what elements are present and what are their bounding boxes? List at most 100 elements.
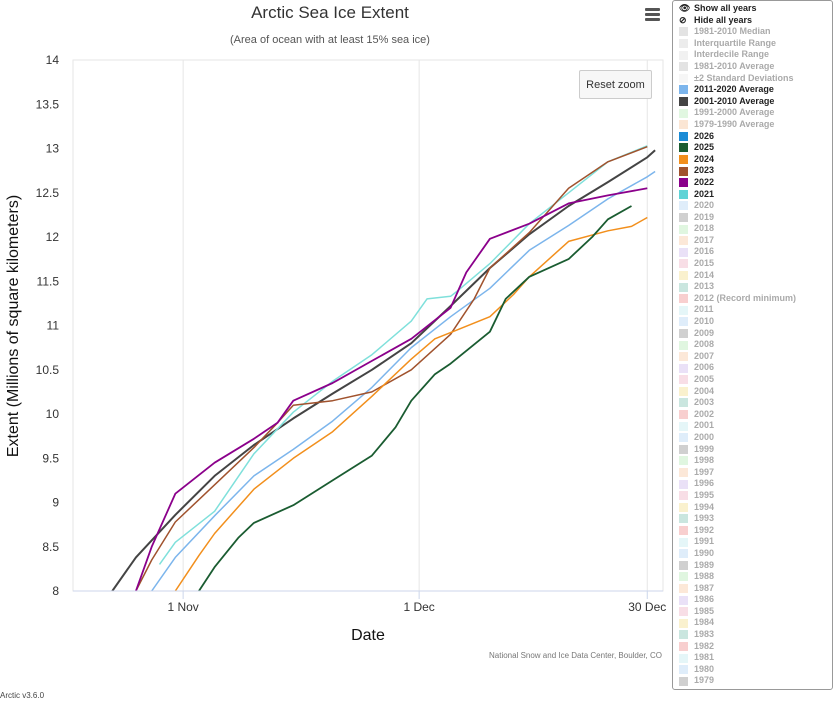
legend-item-2000[interactable]: 2000 — [679, 432, 832, 444]
legend-item-2012-record-minimum[interactable]: 2012 (Record minimum) — [679, 293, 832, 305]
legend-item-2001-2010-average[interactable]: 2001-2010 Average — [679, 96, 832, 108]
y-tick-label: 10 — [46, 407, 60, 421]
series-line-1981-2010-median — [158, 145, 648, 565]
legend-item-2008[interactable]: 2008 — [679, 339, 832, 351]
legend-item-2011-2020-average[interactable]: 2011-2020 Average — [679, 84, 832, 96]
legend-item-2015[interactable]: 2015 — [679, 258, 832, 270]
legend-item-label: 2017 — [694, 234, 715, 245]
legend-item-1985[interactable]: 1985 — [679, 606, 832, 618]
legend-swatch — [679, 641, 688, 651]
legend-item-2016[interactable]: 2016 — [679, 246, 832, 258]
legend-swatch — [679, 39, 688, 49]
legend-item-2002[interactable]: 2002 — [679, 409, 832, 421]
legend-item-1990[interactable]: 1990 — [679, 548, 832, 560]
legend-item-1995[interactable]: 1995 — [679, 490, 832, 502]
legend-item-1986[interactable]: 1986 — [679, 594, 832, 606]
series-line-2001-2010-average — [111, 149, 656, 591]
legend-item-label: 1992 — [694, 524, 715, 535]
legend-item-1992[interactable]: 1992 — [679, 525, 832, 537]
reset-zoom-button[interactable]: Reset zoom — [579, 70, 652, 99]
legend-item-2004[interactable]: 2004 — [679, 386, 832, 398]
legend-item-1981-2010-median[interactable]: 1981-2010 Median — [679, 26, 832, 38]
legend-item-2010[interactable]: 2010 — [679, 316, 832, 328]
show-all-years-button[interactable]: 👁 Show all years — [679, 3, 832, 15]
legend-item-2014[interactable]: 2014 — [679, 270, 832, 282]
legend-swatch — [679, 259, 688, 269]
legend-item-1984[interactable]: 1984 — [679, 617, 832, 629]
legend-item-2003[interactable]: 2003 — [679, 397, 832, 409]
legend-item-label: 2013 — [694, 281, 715, 292]
legend-item-2025[interactable]: 2025 — [679, 142, 832, 154]
legend-item-1987[interactable]: 1987 — [679, 583, 832, 595]
legend-item-1994[interactable]: 1994 — [679, 502, 832, 514]
legend-item-1991-2000-average[interactable]: 1991-2000 Average — [679, 107, 832, 119]
legend-item-label: 2001 — [694, 420, 715, 431]
legend-item-1981[interactable]: 1981 — [679, 652, 832, 664]
legend-swatch — [679, 479, 688, 489]
legend-item-1979[interactable]: 1979 — [679, 675, 832, 687]
legend-item-1989[interactable]: 1989 — [679, 560, 832, 572]
legend-item-2-standard-deviations[interactable]: ±2 Standard Deviations — [679, 73, 832, 85]
legend-item-2013[interactable]: 2013 — [679, 281, 832, 293]
legend-item-2021[interactable]: 2021 — [679, 189, 832, 201]
legend-item-2005[interactable]: 2005 — [679, 374, 832, 386]
legend-item-1983[interactable]: 1983 — [679, 629, 832, 641]
legend-item-label: 1981 — [694, 652, 715, 663]
legend-item-label: 1981-2010 Average — [694, 60, 775, 71]
legend-item-2026[interactable]: 2026 — [679, 131, 832, 143]
legend-item-label: 1986 — [694, 594, 715, 605]
legend-item-label: 2009 — [694, 327, 715, 338]
legend-item-label: 2010 — [694, 316, 715, 327]
legend-item-label: 1979 — [694, 675, 715, 686]
legend-item-1993[interactable]: 1993 — [679, 513, 832, 525]
legend-swatch — [679, 328, 688, 338]
chart-menu-button[interactable] — [642, 6, 664, 28]
legend-item-1998[interactable]: 1998 — [679, 455, 832, 467]
legend-swatch — [679, 178, 688, 188]
legend-item-1979-1990-average[interactable]: 1979-1990 Average — [679, 119, 832, 131]
legend-item-1999[interactable]: 1999 — [679, 444, 832, 456]
legend-item-1980[interactable]: 1980 — [679, 664, 832, 676]
eye-icon: 👁 — [679, 3, 691, 13]
legend-item-label: 2011-2020 Average — [694, 84, 774, 95]
y-tick-label: 12.5 — [36, 186, 60, 200]
legend-swatch — [679, 468, 688, 478]
y-tick-label: 11.5 — [37, 274, 60, 288]
y-tick-label: 9 — [52, 496, 59, 510]
legend-item-2024[interactable]: 2024 — [679, 154, 832, 166]
legend-item-2020[interactable]: 2020 — [679, 200, 832, 212]
legend-swatch — [679, 375, 688, 385]
legend-swatch — [679, 155, 688, 165]
legend-item-2019[interactable]: 2019 — [679, 212, 832, 224]
legend-item-2001[interactable]: 2001 — [679, 420, 832, 432]
legend-item-label: 2011 — [694, 304, 714, 315]
legend-item-2009[interactable]: 2009 — [679, 328, 832, 340]
x-tick-label: 30 Dec — [628, 600, 666, 614]
legend-item-1996[interactable]: 1996 — [679, 478, 832, 490]
hide-all-years-label: Hide all years — [694, 14, 753, 25]
legend-item-2017[interactable]: 2017 — [679, 235, 832, 247]
legend-item-1982[interactable]: 1982 — [679, 641, 832, 653]
y-tick-label: 13 — [46, 142, 60, 156]
legend-item-2023[interactable]: 2023 — [679, 165, 832, 177]
legend-item-2011[interactable]: 2011 — [679, 304, 832, 316]
legend-item-2006[interactable]: 2006 — [679, 362, 832, 374]
legend-item-1997[interactable]: 1997 — [679, 467, 832, 479]
legend-item-interdecile-range[interactable]: Interdecile Range — [679, 49, 832, 61]
legend-swatch — [679, 526, 688, 536]
legend-item-1988[interactable]: 1988 — [679, 571, 832, 583]
legend-item-label: 2006 — [694, 362, 715, 373]
legend-swatch — [679, 352, 688, 362]
legend-item-1981-2010-average[interactable]: 1981-2010 Average — [679, 61, 832, 73]
legend-item-2018[interactable]: 2018 — [679, 223, 832, 235]
hide-all-years-button[interactable]: ⊘ Hide all years — [679, 15, 832, 27]
series-line-2025 — [198, 205, 632, 591]
legend-item-2022[interactable]: 2022 — [679, 177, 832, 189]
legend-item-1991[interactable]: 1991 — [679, 536, 832, 548]
legend-item-label: 1994 — [694, 501, 715, 512]
legend-item-label: 2012 (Record minimum) — [694, 292, 797, 303]
legend-swatch — [679, 305, 688, 315]
legend-item-interquartile-range[interactable]: Interquartile Range — [679, 38, 832, 50]
legend-swatch — [679, 143, 688, 153]
legend-item-2007[interactable]: 2007 — [679, 351, 832, 363]
